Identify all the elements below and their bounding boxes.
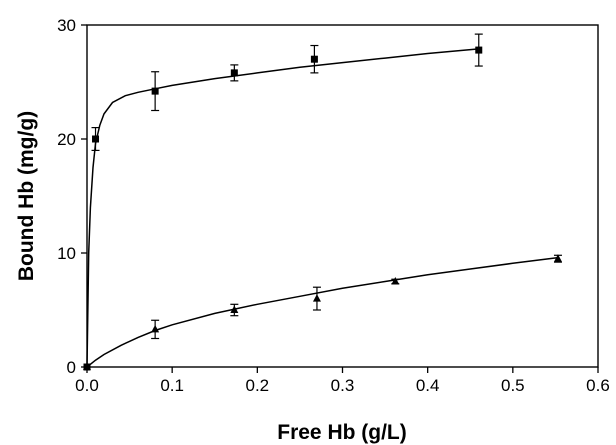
fit-curve-series-2 bbox=[86, 256, 559, 368]
data-point-square bbox=[230, 69, 238, 77]
x-tick-label: 0.5 bbox=[501, 376, 525, 395]
y-axis-title: Bound Hb (mg/g) bbox=[15, 111, 38, 281]
y-tick-label: 10 bbox=[57, 244, 76, 263]
plot-frame bbox=[86, 24, 599, 368]
x-tick-label: 0.3 bbox=[331, 376, 355, 395]
data-point-square bbox=[310, 55, 318, 63]
data-point-triangle bbox=[312, 294, 321, 302]
y-tick-label: 30 bbox=[57, 16, 76, 35]
data-point-triangle bbox=[151, 324, 160, 333]
data-point-square bbox=[92, 135, 100, 143]
y-axis: 0 10 20 30 bbox=[57, 16, 87, 377]
x-tick-label: 0.1 bbox=[160, 376, 184, 395]
data-point-triangle bbox=[230, 305, 239, 313]
y-tick-label: 20 bbox=[57, 130, 76, 149]
data-point-triangle bbox=[391, 277, 400, 285]
x-axis-title: Free Hb (g/L) bbox=[277, 421, 407, 444]
data-point-triangle bbox=[83, 362, 91, 370]
x-tick-label: 0.6 bbox=[586, 376, 610, 395]
x-tick-label: 0.0 bbox=[75, 376, 99, 395]
data-point-triangle bbox=[553, 254, 562, 262]
y-tick-label: 0 bbox=[67, 358, 76, 377]
fit-curves bbox=[86, 48, 559, 368]
data-point-square bbox=[475, 46, 483, 54]
x-tick-label: 0.2 bbox=[246, 376, 270, 395]
data-point-square bbox=[151, 87, 159, 95]
data-markers bbox=[83, 33, 562, 371]
fit-curve-series-1 bbox=[86, 48, 479, 368]
x-tick-label: 0.4 bbox=[416, 376, 440, 395]
x-axis: 0.0 0.1 0.2 0.3 0.4 0.5 0.6 bbox=[75, 367, 610, 395]
